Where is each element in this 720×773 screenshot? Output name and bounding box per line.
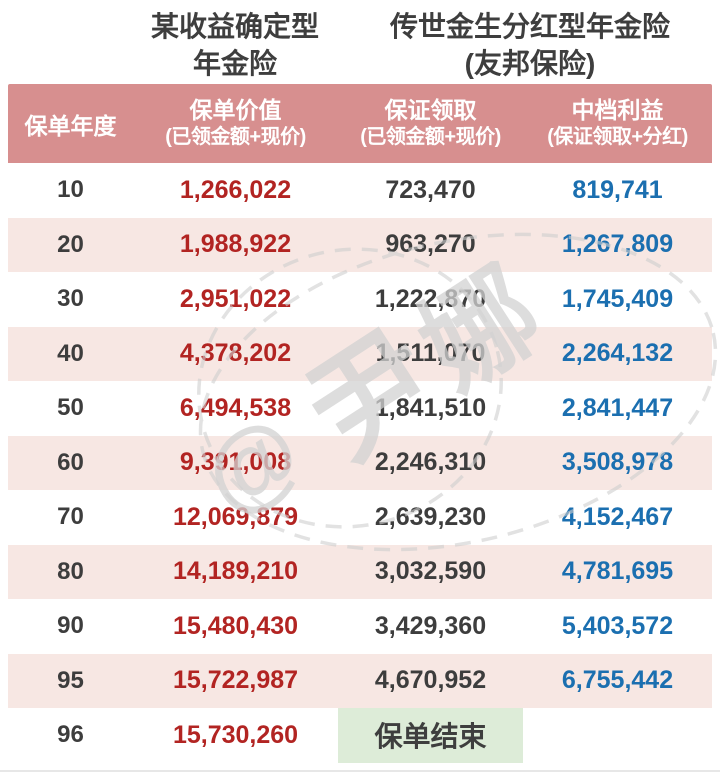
guaranteed-cell: 2,639,230	[374, 502, 487, 531]
header-guaranteed-line1: 保证领取	[384, 97, 477, 123]
mid-benefit-cell: 819,741	[572, 175, 663, 204]
policy-year-cell: 20	[57, 230, 84, 258]
mid-benefit-cell: 3,508,978	[561, 448, 674, 477]
policy-value-cell: 14,189,210	[172, 557, 299, 586]
product-b-title: 传世金生分红型年金险 (友邦保险)	[365, 8, 695, 82]
product-a-title: 某收益确定型 年金险	[105, 8, 365, 82]
table-row: 90 15,480,430 3,429,360 5,403,572	[8, 599, 712, 654]
policy-year-cell: 60	[57, 448, 84, 476]
guaranteed-cell: 3,032,590	[374, 557, 487, 586]
mid-benefit-cell: 4,152,467	[561, 502, 674, 531]
mid-benefit-cell: 4,781,695	[561, 557, 674, 586]
policy-value-cell: 15,480,430	[172, 611, 299, 640]
policy-value-cell: 15,722,987	[172, 666, 299, 695]
policy-year-cell: 95	[57, 666, 84, 694]
table-row: 96 15,730,260 保单结束	[8, 708, 712, 763]
mid-benefit-cell: 2,841,447	[561, 393, 674, 422]
product-a-title-line2: 年金险	[192, 48, 277, 79]
table-row: 50 6,494,538 1,841,510 2,841,447	[8, 381, 712, 436]
guaranteed-cell: 1,841,510	[374, 393, 487, 422]
policy-value-cell: 15,730,260	[172, 720, 299, 749]
table-row: 30 2,951,022 1,222,870 1,745,409	[8, 272, 712, 327]
policy-year-cell: 70	[57, 503, 84, 531]
header-policy-year-label: 保单年度	[24, 112, 117, 139]
table-row: 40 4,378,202 1,511,070 2,264,132	[8, 326, 712, 381]
policy-end-cell: 保单结束	[338, 708, 523, 763]
product-a-title-line1: 某收益确定型	[150, 11, 319, 42]
header-policy-value: 保单价值 (已领金额+现价)	[133, 84, 338, 163]
policy-year-cell: 40	[57, 339, 84, 367]
product-b-title-line1: 传世金生分红型年金险	[389, 11, 670, 42]
guaranteed-cell: 1,222,870	[374, 284, 487, 313]
guaranteed-cell: 2,246,310	[374, 448, 487, 477]
policy-value-cell: 12,069,879	[172, 502, 299, 531]
header-mid-benefit-line2: (保证领取+分红)	[547, 126, 688, 148]
header-policy-year: 保单年度	[8, 84, 133, 163]
mid-benefit-cell: 1,745,409	[561, 284, 674, 313]
guaranteed-cell: 3,429,360	[374, 611, 487, 640]
table-header-row: 保单年度 保单价值 (已领金额+现价) 保证领取 (已领金额+现价) 中档利益 …	[8, 84, 712, 163]
header-guaranteed-line2: (已领金额+现价)	[360, 126, 501, 148]
table-body: 10 1,266,022 723,470 819,741 20 1,988,922 963,…	[8, 163, 712, 763]
mid-benefit-cell: 6,755,442	[561, 666, 674, 695]
policy-value-cell: 9,391,008	[179, 448, 292, 477]
table-row: 60 9,391,008 2,246,310 3,508,978	[8, 435, 712, 490]
policy-year-cell: 10	[57, 176, 84, 204]
policy-value-cell: 2,951,022	[179, 284, 292, 313]
table-row: 95 15,722,987 4,670,952 6,755,442	[8, 653, 712, 708]
table-row: 10 1,266,022 723,470 819,741	[8, 163, 712, 218]
mid-benefit-cell: 2,264,132	[561, 339, 674, 368]
header-guaranteed: 保证领取 (已领金额+现价)	[338, 84, 523, 163]
policy-year-cell: 50	[57, 394, 84, 422]
benefit-comparison-table: 保单年度 保单价值 (已领金额+现价) 保证领取 (已领金额+现价) 中档利益 …	[8, 84, 712, 763]
header-mid-benefit-line1: 中档利益	[571, 97, 664, 123]
table-row: 70 12,069,879 2,639,230 4,152,467	[8, 490, 712, 545]
product-b-title-line2: (友邦保险)	[464, 48, 596, 79]
policy-year-cell: 80	[57, 557, 84, 585]
guaranteed-cell: 1,511,070	[375, 339, 486, 368]
guaranteed-cell: 4,670,952	[374, 666, 487, 695]
mid-benefit-cell: 1,267,809	[561, 230, 674, 259]
header-policy-value-line2: (已领金额+现价)	[165, 126, 306, 148]
policy-year-cell: 90	[57, 612, 84, 640]
guaranteed-cell: 723,470	[385, 175, 476, 204]
table-row: 20 1,988,922 963,270 1,267,809	[8, 217, 712, 272]
guaranteed-cell: 963,270	[385, 230, 476, 259]
policy-value-cell: 1,266,022	[179, 175, 292, 204]
bottom-divider	[0, 770, 720, 772]
header-policy-value-line1: 保单价值	[189, 97, 282, 123]
policy-value-cell: 6,494,538	[179, 393, 292, 422]
table-row: 80 14,189,210 3,032,590 4,781,695	[8, 544, 712, 599]
header-mid-benefit: 中档利益 (保证领取+分红)	[523, 84, 712, 163]
policy-year-cell: 30	[57, 285, 84, 313]
policy-year-cell: 96	[57, 721, 84, 749]
mid-benefit-cell: 5,403,572	[561, 611, 674, 640]
policy-value-cell: 4,378,202	[179, 339, 292, 368]
policy-value-cell: 1,988,922	[179, 230, 292, 259]
